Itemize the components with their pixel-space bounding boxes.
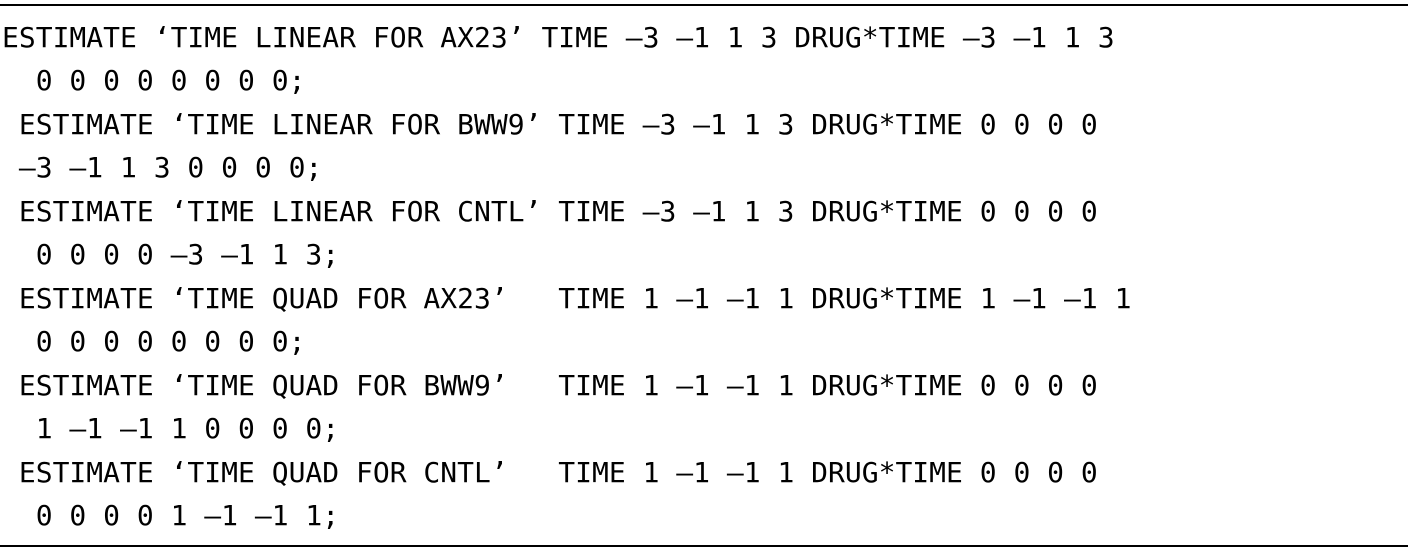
bottom-rule (0, 545, 1408, 547)
top-rule (0, 4, 1408, 6)
code-line: 1 —1 —1 1 0 0 0 0; (2, 412, 340, 445)
code-line: —3 —1 1 3 0 0 0 0; (2, 151, 323, 184)
code-line: ESTIMATE ‘TIME LINEAR FOR CNTL’ TIME —3 … (2, 195, 1098, 228)
code-line: 0 0 0 0 1 —1 —1 1; (2, 499, 340, 532)
code-line: ESTIMATE ‘TIME LINEAR FOR AX23’ TIME —3 … (2, 21, 1115, 54)
code-line: ESTIMATE ‘TIME QUAD FOR AX23’ TIME 1 —1 … (2, 282, 1132, 315)
code-line: 0 0 0 0 0 0 0 0; (2, 64, 306, 97)
code-line: ESTIMATE ‘TIME LINEAR FOR BWW9’ TIME —3 … (2, 108, 1098, 141)
code-line: ESTIMATE ‘TIME QUAD FOR CNTL’ TIME 1 —1 … (2, 456, 1098, 489)
code-line: 0 0 0 0 —3 —1 1 3; (2, 238, 340, 271)
code-line: 0 0 0 0 0 0 0 0; (2, 325, 306, 358)
code-line: ESTIMATE ‘TIME QUAD FOR BWW9’ TIME 1 —1 … (2, 369, 1098, 402)
